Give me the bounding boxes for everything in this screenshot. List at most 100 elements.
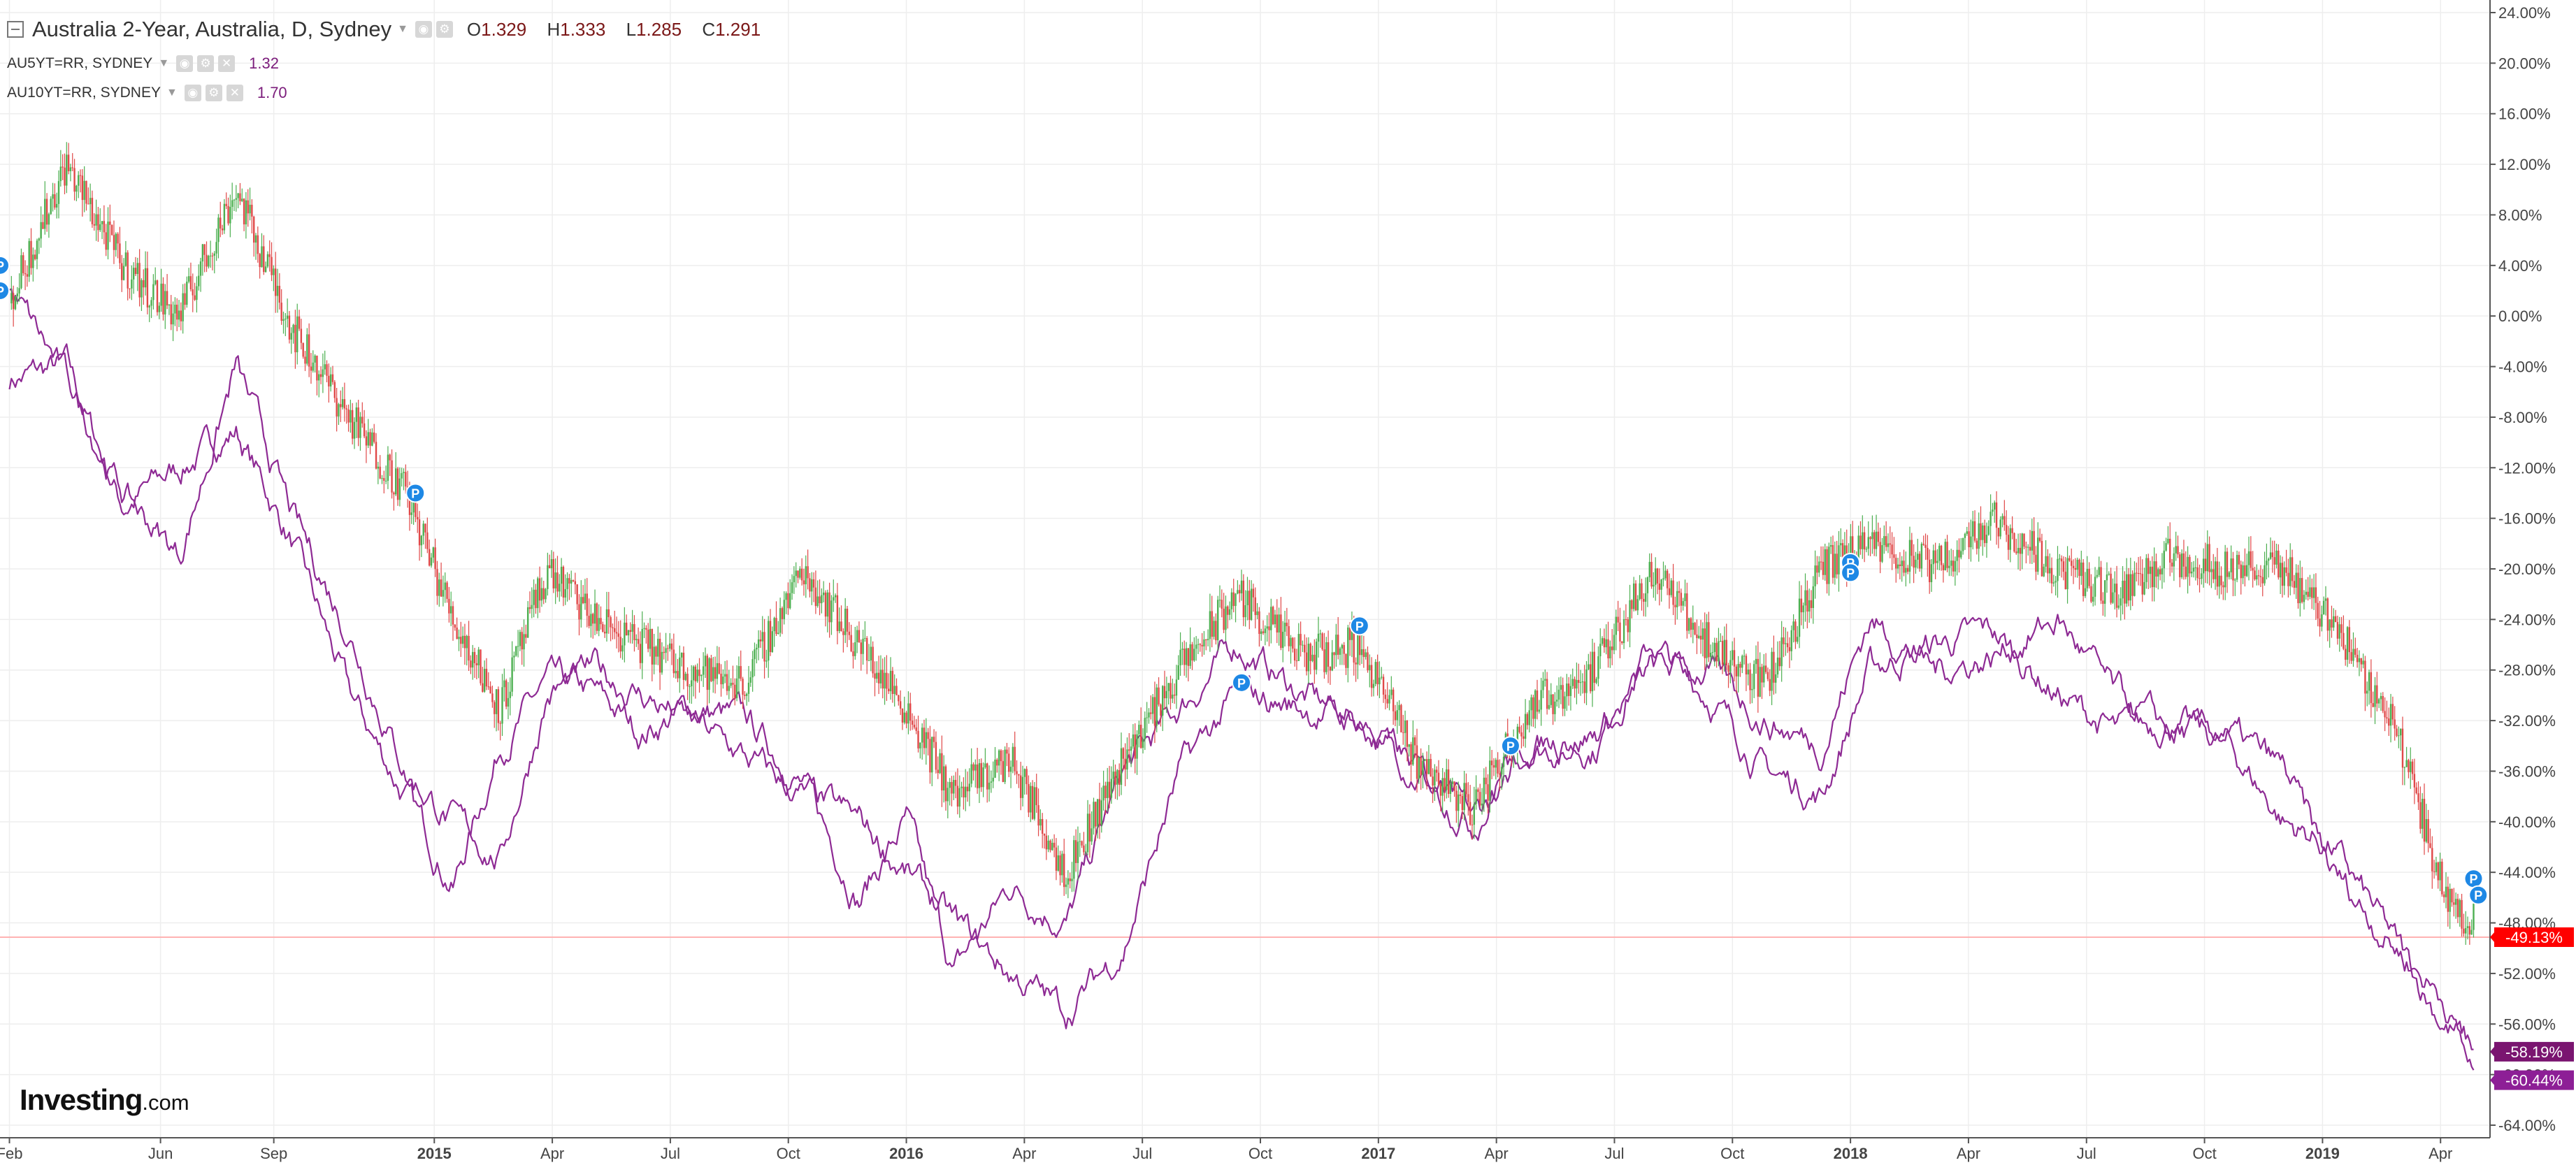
candle-body — [1073, 840, 1075, 879]
investing-logo[interactable]: Investing.com — [20, 1083, 189, 1117]
candle-body — [1238, 590, 1241, 594]
candle-body — [2048, 567, 2051, 574]
candle-body — [442, 590, 445, 597]
candle-body — [929, 739, 931, 773]
candle-body — [1292, 637, 1294, 649]
compare-series-name[interactable]: AU5YT=RR, SYDNEY — [7, 55, 153, 71]
candle-body — [876, 672, 878, 679]
candle-body — [1408, 744, 1410, 747]
candle-body — [1906, 567, 1909, 572]
compare-series-name[interactable]: AU10YT=RR, SYDNEY — [7, 85, 161, 101]
candle-body — [1785, 643, 1787, 644]
candle-body — [631, 624, 633, 632]
candle-body — [1351, 628, 1353, 640]
candle-body — [2062, 561, 2065, 572]
candle-body — [2220, 575, 2222, 586]
candle-body — [365, 436, 368, 446]
event-marker[interactable]: P — [405, 483, 426, 503]
candle-body — [2112, 592, 2114, 603]
candle-body — [917, 730, 919, 748]
candle-body — [1636, 599, 1639, 611]
candle-body — [757, 639, 760, 648]
candle-body — [756, 647, 758, 650]
close-icon[interactable]: ✕ — [226, 85, 243, 101]
event-marker[interactable]: P — [0, 255, 10, 275]
settings-icon[interactable]: ⚙ — [197, 55, 215, 72]
event-marker[interactable]: P — [1349, 616, 1369, 636]
x-tick-label: 2015 — [417, 1145, 452, 1162]
candle-body — [1362, 649, 1365, 658]
y-tick-label: 16.00% — [2498, 106, 2551, 123]
candle-body — [1920, 544, 1923, 569]
candle-body — [1739, 664, 1741, 668]
price-badges: -49.13% -58.19% -60.44% — [2490, 927, 2574, 1090]
candle-body — [1223, 608, 1225, 630]
candlestick-series — [10, 142, 2475, 945]
candle-body — [2196, 567, 2199, 579]
candle-body — [384, 480, 387, 482]
candle-body — [1656, 568, 1659, 584]
event-marker[interactable]: P — [1232, 672, 1251, 693]
candle-body — [1932, 550, 1935, 565]
candle-body — [1370, 665, 1373, 688]
event-marker[interactable]: P — [0, 281, 10, 301]
settings-icon[interactable]: ⚙ — [436, 21, 453, 38]
candle-body — [150, 300, 152, 306]
event-marker[interactable]: P — [2463, 869, 2484, 889]
candle-body — [564, 588, 566, 598]
candle-body — [2354, 649, 2356, 655]
candle-body — [373, 432, 375, 442]
candle-body — [280, 303, 282, 321]
candle-body — [2185, 566, 2187, 577]
candle-body — [884, 672, 886, 689]
candle-body — [154, 280, 157, 284]
candle-body — [1221, 600, 1223, 609]
candle-body — [877, 672, 880, 683]
candle-body — [1016, 771, 1018, 774]
candle-body — [1459, 794, 1462, 796]
settings-icon[interactable]: ⚙ — [205, 85, 222, 101]
candle-body — [511, 657, 513, 692]
visibility-icon[interactable]: ◉ — [184, 85, 201, 101]
chevron-down-icon[interactable]: ▼ — [166, 87, 178, 99]
candle-body — [635, 639, 638, 641]
candle-body — [858, 630, 861, 643]
candle-body — [745, 693, 748, 696]
candle-body — [734, 684, 736, 698]
candle-body — [1000, 750, 1002, 762]
candle-body — [2445, 886, 2447, 897]
candle-body — [1643, 598, 1645, 602]
candle-body — [1641, 583, 1643, 599]
candle-body — [1706, 622, 1708, 658]
visibility-icon[interactable]: ◉ — [415, 21, 432, 38]
candle-body — [247, 200, 249, 214]
event-marker[interactable]: P — [1841, 563, 1861, 583]
main-series-title[interactable]: Australia 2-Year, Australia, D, Sydney — [32, 17, 392, 41]
candle-body — [1069, 878, 1071, 881]
candle-body — [933, 737, 935, 742]
candle-body — [1790, 630, 1792, 651]
candle-body — [2380, 696, 2382, 700]
candle-body — [605, 609, 608, 634]
event-marker[interactable]: P — [2468, 885, 2489, 905]
candle-body — [487, 686, 489, 688]
candle-body — [454, 624, 456, 628]
low-value: 1.285 — [636, 18, 682, 40]
chevron-down-icon[interactable]: ▼ — [397, 23, 408, 35]
candle-body — [2398, 735, 2400, 737]
candle-body — [704, 656, 707, 667]
candle-body — [545, 588, 547, 600]
candle-body — [2041, 541, 2043, 577]
close-icon[interactable]: ✕ — [218, 55, 236, 72]
collapse-icon[interactable] — [7, 21, 24, 38]
candle-body — [99, 224, 101, 231]
price-badge-pointer — [2490, 931, 2495, 943]
candle-body — [2147, 558, 2150, 574]
candle-body — [965, 786, 967, 798]
visibility-icon[interactable]: ◉ — [176, 55, 194, 72]
candle-body — [326, 364, 328, 376]
event-marker[interactable]: P — [1500, 736, 1520, 756]
chevron-down-icon[interactable]: ▼ — [158, 57, 170, 69]
candle-body — [1913, 556, 1915, 568]
